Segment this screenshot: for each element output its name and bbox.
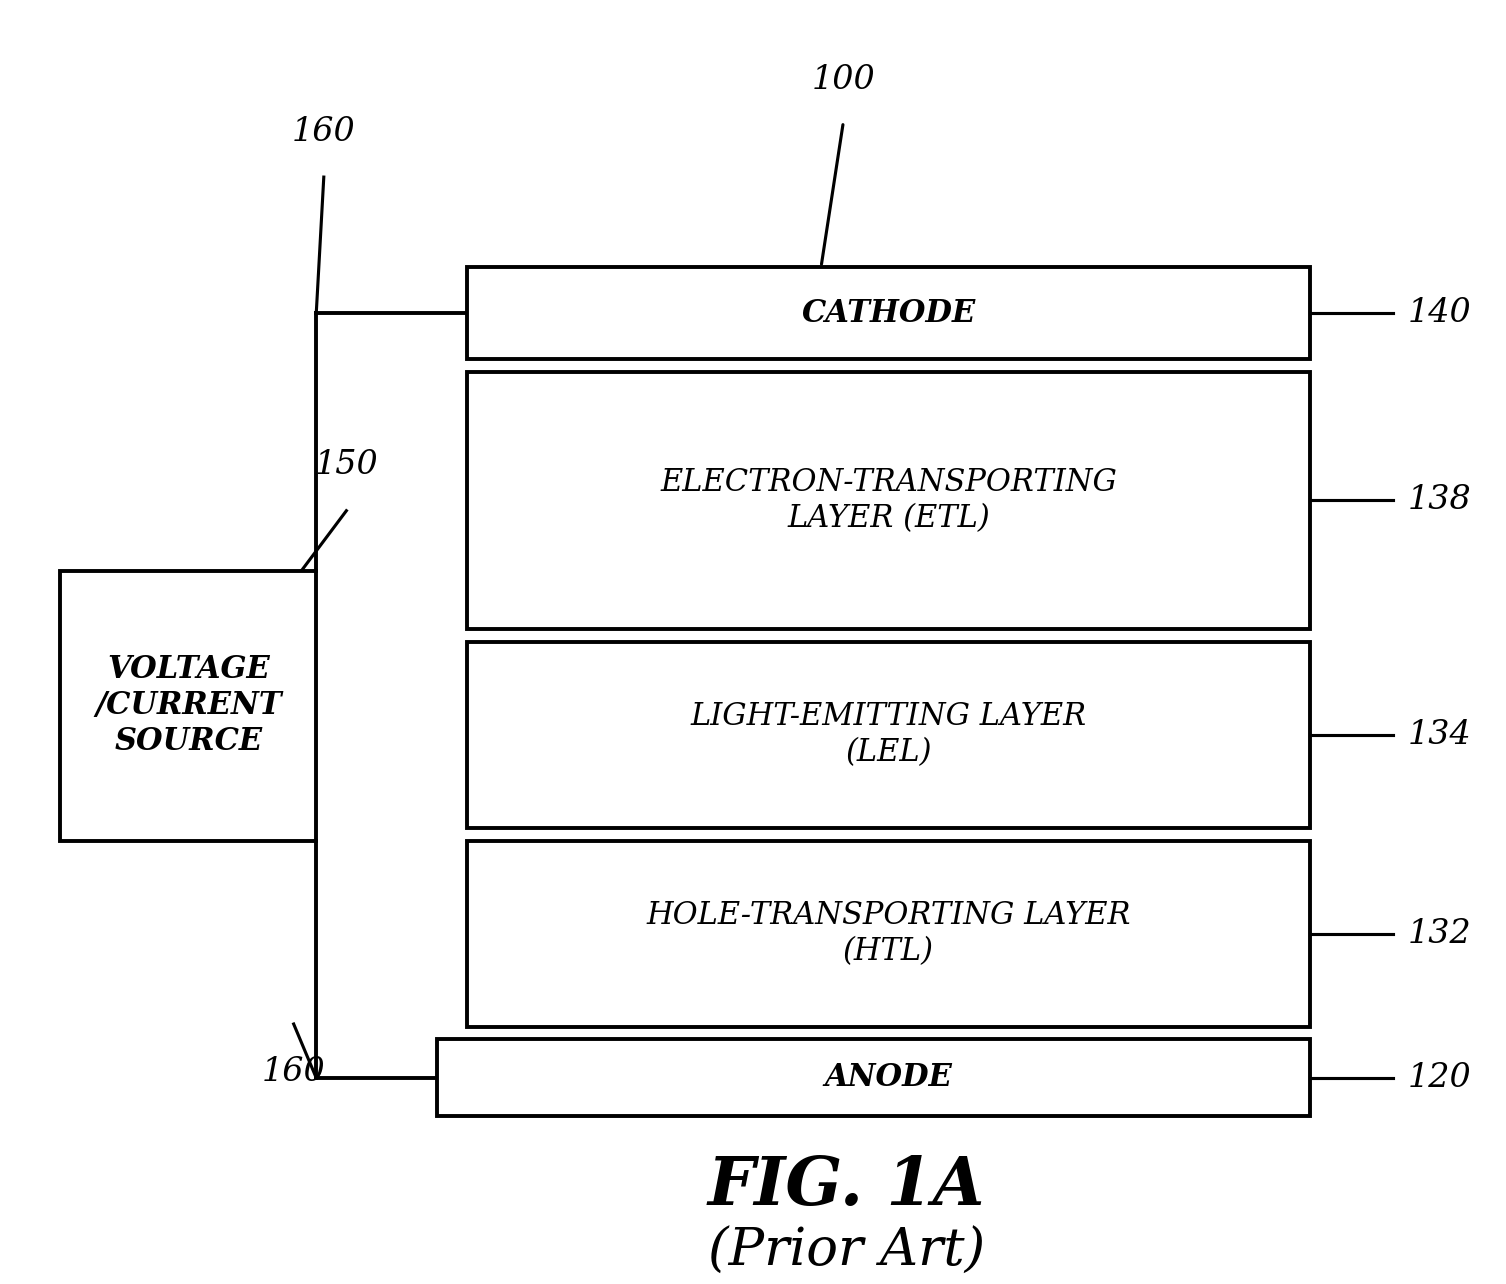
- Text: HOLE-TRANSPORTING LAYER
(HTL): HOLE-TRANSPORTING LAYER (HTL): [646, 900, 1131, 967]
- Bar: [60, 571, 316, 841]
- Bar: [437, 1040, 1310, 1116]
- Text: 120: 120: [1408, 1062, 1471, 1094]
- Text: ELECTRON-TRANSPORTING
LAYER (ETL): ELECTRON-TRANSPORTING LAYER (ETL): [660, 467, 1117, 534]
- Text: LIGHT-EMITTING LAYER
(LEL): LIGHT-EMITTING LAYER (LEL): [690, 701, 1087, 768]
- Text: 150: 150: [315, 449, 378, 482]
- Bar: [467, 267, 1310, 360]
- Text: CATHODE: CATHODE: [801, 298, 976, 329]
- Text: 132: 132: [1408, 918, 1471, 950]
- Text: 160: 160: [262, 1055, 325, 1088]
- Text: FIG. 1A: FIG. 1A: [708, 1154, 985, 1220]
- Text: 100: 100: [812, 64, 875, 96]
- Text: (Prior Art): (Prior Art): [708, 1226, 985, 1276]
- Bar: [467, 372, 1310, 629]
- Text: ANODE: ANODE: [825, 1062, 952, 1094]
- Bar: [467, 642, 1310, 828]
- Text: 134: 134: [1408, 719, 1471, 751]
- Text: 160: 160: [292, 116, 355, 148]
- Text: VOLTAGE
/CURRENT
SOURCE: VOLTAGE /CURRENT SOURCE: [95, 655, 282, 758]
- Bar: [467, 841, 1310, 1027]
- Text: 138: 138: [1408, 484, 1471, 516]
- Text: 140: 140: [1408, 297, 1471, 329]
